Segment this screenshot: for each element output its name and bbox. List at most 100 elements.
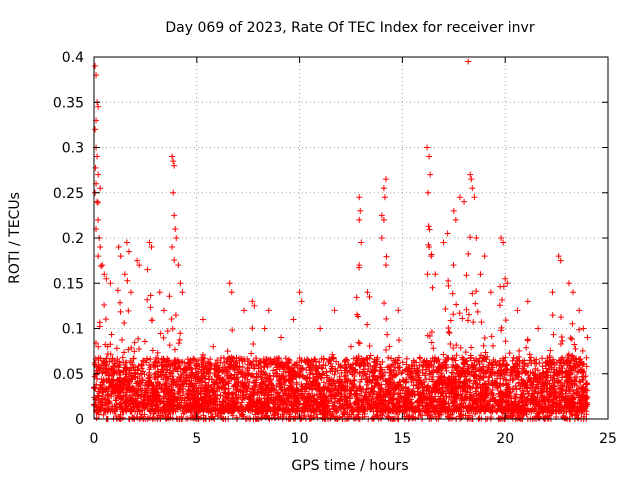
data-point: [201, 355, 208, 362]
data-point: [147, 414, 154, 421]
data-point: [177, 330, 184, 337]
data-point: [578, 359, 585, 366]
data-point: [239, 396, 246, 403]
data-point: [358, 376, 365, 383]
data-point: [363, 375, 370, 382]
data-point: [377, 370, 384, 377]
data-point: [439, 376, 446, 383]
data-point: [222, 394, 229, 401]
data-point: [392, 404, 399, 411]
data-point: [502, 317, 509, 324]
data-point: [169, 360, 176, 367]
data-point: [229, 327, 236, 334]
data-point: [355, 339, 362, 346]
data-point: [528, 390, 535, 397]
data-point: [297, 400, 304, 407]
data-point: [496, 393, 503, 400]
data-point: [117, 400, 124, 407]
data-point: [497, 383, 504, 390]
data-point: [212, 406, 219, 413]
data-point: [266, 404, 273, 411]
data-point: [297, 368, 304, 375]
data-point: [121, 320, 128, 327]
data-point: [486, 373, 493, 380]
data-point: [308, 399, 315, 406]
data-point: [266, 415, 273, 422]
data-point: [175, 364, 182, 371]
data-point: [171, 346, 178, 353]
data-point: [567, 370, 574, 377]
data-point: [94, 375, 101, 382]
data-point: [294, 365, 301, 372]
data-point: [270, 367, 277, 374]
data-point: [481, 381, 488, 388]
data-point: [173, 395, 180, 402]
data-point: [382, 397, 389, 404]
data-point: [138, 363, 145, 370]
data-point: [519, 365, 526, 372]
data-point: [445, 376, 452, 383]
data-point: [467, 355, 474, 362]
data-point: [100, 362, 107, 369]
data-point: [391, 379, 398, 386]
data-point: [301, 374, 308, 381]
data-point: [385, 406, 392, 413]
data-point: [191, 373, 198, 380]
data-point: [134, 395, 141, 402]
data-point: [408, 362, 415, 369]
data-point: [435, 415, 442, 422]
data-point: [97, 382, 104, 389]
data-point: [575, 394, 582, 401]
data-point: [563, 384, 570, 391]
data-point: [477, 384, 484, 391]
data-point: [389, 373, 396, 380]
data-point: [160, 413, 167, 420]
data-point: [369, 368, 376, 375]
data-point: [147, 292, 154, 299]
data-point: [516, 398, 523, 405]
data-point: [213, 388, 220, 395]
data-point: [440, 388, 447, 395]
data-point: [459, 365, 466, 372]
data-point: [198, 361, 205, 368]
data-point: [480, 365, 487, 372]
data-point: [355, 353, 362, 360]
data-point: [373, 408, 380, 415]
data-point: [527, 382, 534, 389]
data-point: [254, 401, 261, 408]
data-point: [406, 415, 413, 422]
data-point: [326, 380, 333, 387]
data-point: [453, 301, 460, 308]
data-point: [436, 402, 443, 409]
data-point: [571, 381, 578, 388]
data-point: [330, 391, 337, 398]
data-point: [314, 402, 321, 409]
data-point: [355, 406, 362, 413]
data-point: [100, 378, 107, 385]
data-point: [125, 403, 132, 410]
data-point: [190, 355, 197, 362]
data-point: [390, 395, 397, 402]
data-point: [327, 368, 334, 375]
data-point: [187, 406, 194, 413]
data-point: [557, 391, 564, 398]
data-point: [497, 283, 504, 290]
data-point: [456, 372, 463, 379]
data-point: [299, 386, 306, 393]
data-point: [575, 385, 582, 392]
data-point: [266, 372, 273, 379]
data-point: [192, 365, 199, 372]
data-point: [239, 404, 246, 411]
data-point: [327, 414, 334, 421]
data-point: [216, 375, 223, 382]
data-point: [353, 387, 360, 394]
data-point: [217, 359, 224, 366]
data-point: [311, 398, 318, 405]
data-point: [326, 388, 333, 395]
data-point: [320, 385, 327, 392]
data-point: [407, 403, 414, 410]
data-point: [145, 393, 152, 400]
data-point: [93, 414, 100, 421]
data-point: [530, 415, 537, 422]
